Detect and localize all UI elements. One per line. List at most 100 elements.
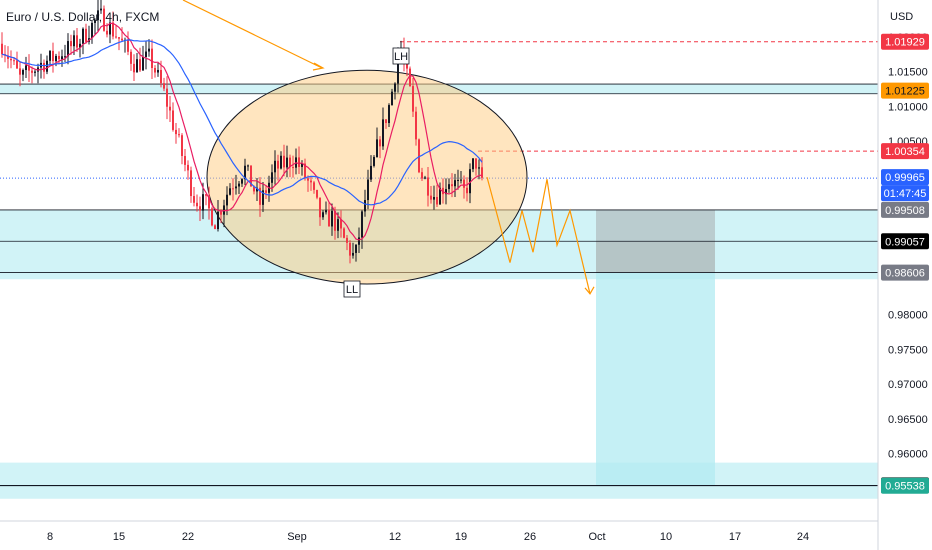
candle-2 (7, 46, 9, 69)
candle-155 (466, 177, 468, 202)
candle-129 (388, 103, 390, 128)
candle-body-30 (91, 22, 93, 39)
candle-body-123 (370, 165, 372, 180)
price-label-text-5: 0.99508 (885, 205, 925, 217)
candle-95 (286, 145, 288, 178)
candle-body-155 (466, 187, 468, 194)
candle-body-96 (289, 157, 291, 168)
short-position-tool (596, 209, 715, 486)
candle-body-143 (430, 195, 432, 200)
candle-body-146 (439, 187, 441, 205)
candle-19 (58, 51, 60, 65)
candle-body-100 (301, 163, 303, 167)
candle-42 (127, 31, 129, 56)
candle-body-37 (112, 22, 114, 37)
candle-body-81 (244, 165, 246, 180)
candle-142 (427, 167, 429, 207)
candle-62 (187, 160, 189, 180)
candle-body-91 (274, 160, 276, 173)
candle-body-5 (16, 60, 18, 69)
x-tick-label: 15 (113, 531, 125, 543)
price-label-text-4: 01:47:45 (884, 188, 927, 200)
candle-body-99 (298, 157, 300, 167)
candle-107 (322, 210, 324, 220)
candle-57 (172, 102, 174, 132)
moving-averages (1, 22, 483, 241)
candle-139 (418, 138, 420, 174)
price-label-bg-4 (881, 185, 929, 202)
candle-body-150 (451, 184, 453, 187)
candle-body-78 (235, 186, 237, 189)
y-tick-label: 0.96500 (888, 414, 928, 426)
candle-body-71 (214, 225, 216, 230)
candle-body-148 (445, 189, 447, 195)
candle-54 (163, 77, 165, 92)
time-axis: 8 15 22 Sep 12 19 26 Oct 10 17 24 (0, 520, 932, 550)
price-axis: USD1.020001.015001.010001.005000.980000.… (877, 0, 932, 550)
candle-body-124 (373, 157, 375, 166)
candle-108 (325, 201, 327, 215)
candle-92 (277, 154, 279, 181)
candle-body-101 (304, 163, 306, 179)
candle-69 (208, 186, 210, 220)
candle-body-8 (25, 65, 27, 71)
candle-13 (40, 53, 42, 79)
candle-body-6 (19, 68, 21, 75)
candle-body-87 (262, 190, 264, 205)
candle-body-40 (121, 38, 123, 41)
candle-body-47 (142, 56, 144, 71)
x-tick-label: 26 (524, 531, 536, 543)
y-tick-label: 1.01000 (888, 101, 928, 113)
candle-body-116 (349, 242, 351, 256)
candle-94 (283, 144, 285, 177)
candle-97 (292, 155, 294, 178)
candle-body-56 (169, 106, 171, 111)
candle-body-32 (97, 10, 99, 21)
candle-23 (70, 34, 72, 55)
x-tick-label: 24 (797, 531, 809, 543)
candle-64 (193, 187, 195, 207)
y-tick-label: 0.97000 (888, 379, 928, 391)
candle-29 (88, 25, 90, 45)
candle-body-61 (184, 156, 186, 165)
candle-79 (238, 180, 240, 195)
candle-4 (13, 57, 15, 65)
candle-56 (169, 95, 171, 122)
candle-body-125 (376, 139, 378, 158)
candle-body-128 (385, 119, 387, 123)
candle-160 (481, 157, 483, 181)
candle-144 (433, 185, 435, 210)
price-label-bg-1 (881, 82, 929, 99)
candle-body-154 (463, 179, 465, 188)
candle-body-119 (358, 237, 360, 245)
candle-130 (391, 88, 393, 106)
candle-body-145 (436, 197, 438, 205)
candle-151 (454, 173, 456, 198)
candle-46 (139, 47, 141, 73)
candle-103 (310, 176, 312, 191)
price-label-bg-6 (881, 233, 929, 250)
candle-body-131 (394, 83, 396, 92)
candle-6 (19, 62, 21, 87)
currency-label: USD (890, 11, 913, 23)
candle-body-16 (49, 50, 51, 61)
candle-141 (424, 175, 426, 180)
candle-121 (364, 189, 366, 217)
candle-body-151 (454, 180, 456, 187)
x-tick-label: 8 (47, 531, 53, 543)
candle-105 (316, 189, 318, 200)
candle-body-97 (292, 167, 294, 169)
candle-72 (217, 199, 219, 232)
x-tick-label: 10 (660, 531, 672, 543)
candle-126 (379, 136, 381, 159)
candle-36 (109, 16, 111, 44)
candle-body-52 (157, 69, 159, 73)
candle-99 (298, 146, 300, 175)
trend-arrowhead (312, 62, 325, 71)
candle-body-149 (448, 184, 450, 190)
candle-body-84 (253, 186, 255, 192)
candle-body-58 (175, 129, 177, 135)
candle-body-14 (43, 62, 45, 72)
candle-91 (274, 150, 276, 185)
